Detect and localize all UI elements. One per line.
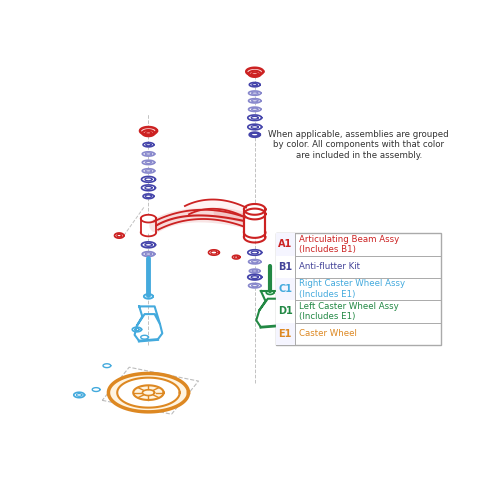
Polygon shape xyxy=(266,290,274,294)
Polygon shape xyxy=(142,176,156,182)
Polygon shape xyxy=(248,260,261,264)
Polygon shape xyxy=(308,270,316,274)
Text: C1: C1 xyxy=(278,284,292,294)
Polygon shape xyxy=(334,296,410,333)
Polygon shape xyxy=(244,214,266,237)
Polygon shape xyxy=(142,160,154,164)
Text: When applicable, assemblies are grouped
by color. All components with that color: When applicable, assemblies are grouped … xyxy=(268,130,449,160)
Bar xyxy=(276,300,295,322)
Polygon shape xyxy=(114,233,124,238)
Polygon shape xyxy=(143,194,154,198)
Text: Articulating Beam Assy
(Includes B1): Articulating Beam Assy (Includes B1) xyxy=(298,234,399,254)
Polygon shape xyxy=(357,307,386,321)
Polygon shape xyxy=(250,269,260,273)
Polygon shape xyxy=(248,250,262,256)
Text: D1: D1 xyxy=(278,306,292,316)
Text: Anti-flutter Kit: Anti-flutter Kit xyxy=(298,262,360,271)
Bar xyxy=(276,278,295,300)
Polygon shape xyxy=(314,282,322,285)
Polygon shape xyxy=(141,336,148,339)
Polygon shape xyxy=(185,200,246,216)
Text: E1: E1 xyxy=(278,328,292,338)
Polygon shape xyxy=(208,250,220,255)
Bar xyxy=(276,322,295,345)
Polygon shape xyxy=(248,284,261,288)
Polygon shape xyxy=(248,98,261,103)
Polygon shape xyxy=(141,215,156,222)
Polygon shape xyxy=(248,115,262,120)
Polygon shape xyxy=(142,130,154,136)
Polygon shape xyxy=(142,185,156,190)
Polygon shape xyxy=(248,71,261,77)
Polygon shape xyxy=(142,242,156,248)
Bar xyxy=(276,233,295,256)
Polygon shape xyxy=(154,210,246,230)
Text: B1: B1 xyxy=(278,262,292,272)
Text: Left Caster Wheel Assy
(Includes E1): Left Caster Wheel Assy (Includes E1) xyxy=(298,302,398,321)
Polygon shape xyxy=(342,300,402,328)
Polygon shape xyxy=(248,124,262,130)
Polygon shape xyxy=(248,91,261,96)
Polygon shape xyxy=(250,132,260,137)
Polygon shape xyxy=(141,218,156,232)
Polygon shape xyxy=(248,274,262,280)
Polygon shape xyxy=(246,68,263,76)
Polygon shape xyxy=(142,252,154,256)
Text: Caster Wheel: Caster Wheel xyxy=(298,329,356,338)
Text: Right Caster Wheel Assy
(Includes E1): Right Caster Wheel Assy (Includes E1) xyxy=(298,280,405,299)
Polygon shape xyxy=(108,374,188,412)
Polygon shape xyxy=(244,210,266,233)
Text: A1: A1 xyxy=(278,240,292,250)
Polygon shape xyxy=(142,152,154,156)
Polygon shape xyxy=(232,255,240,259)
Polygon shape xyxy=(298,278,306,281)
Polygon shape xyxy=(248,107,261,112)
Polygon shape xyxy=(140,127,157,134)
Polygon shape xyxy=(250,82,260,87)
Polygon shape xyxy=(92,388,100,392)
Polygon shape xyxy=(103,364,110,368)
Bar xyxy=(276,256,295,278)
Polygon shape xyxy=(244,208,266,220)
Polygon shape xyxy=(133,386,164,400)
Polygon shape xyxy=(142,168,154,173)
Bar xyxy=(276,233,441,345)
Polygon shape xyxy=(143,142,154,147)
Polygon shape xyxy=(74,392,85,398)
Polygon shape xyxy=(132,327,141,332)
Polygon shape xyxy=(144,294,153,298)
Polygon shape xyxy=(244,204,266,215)
Polygon shape xyxy=(117,378,180,408)
